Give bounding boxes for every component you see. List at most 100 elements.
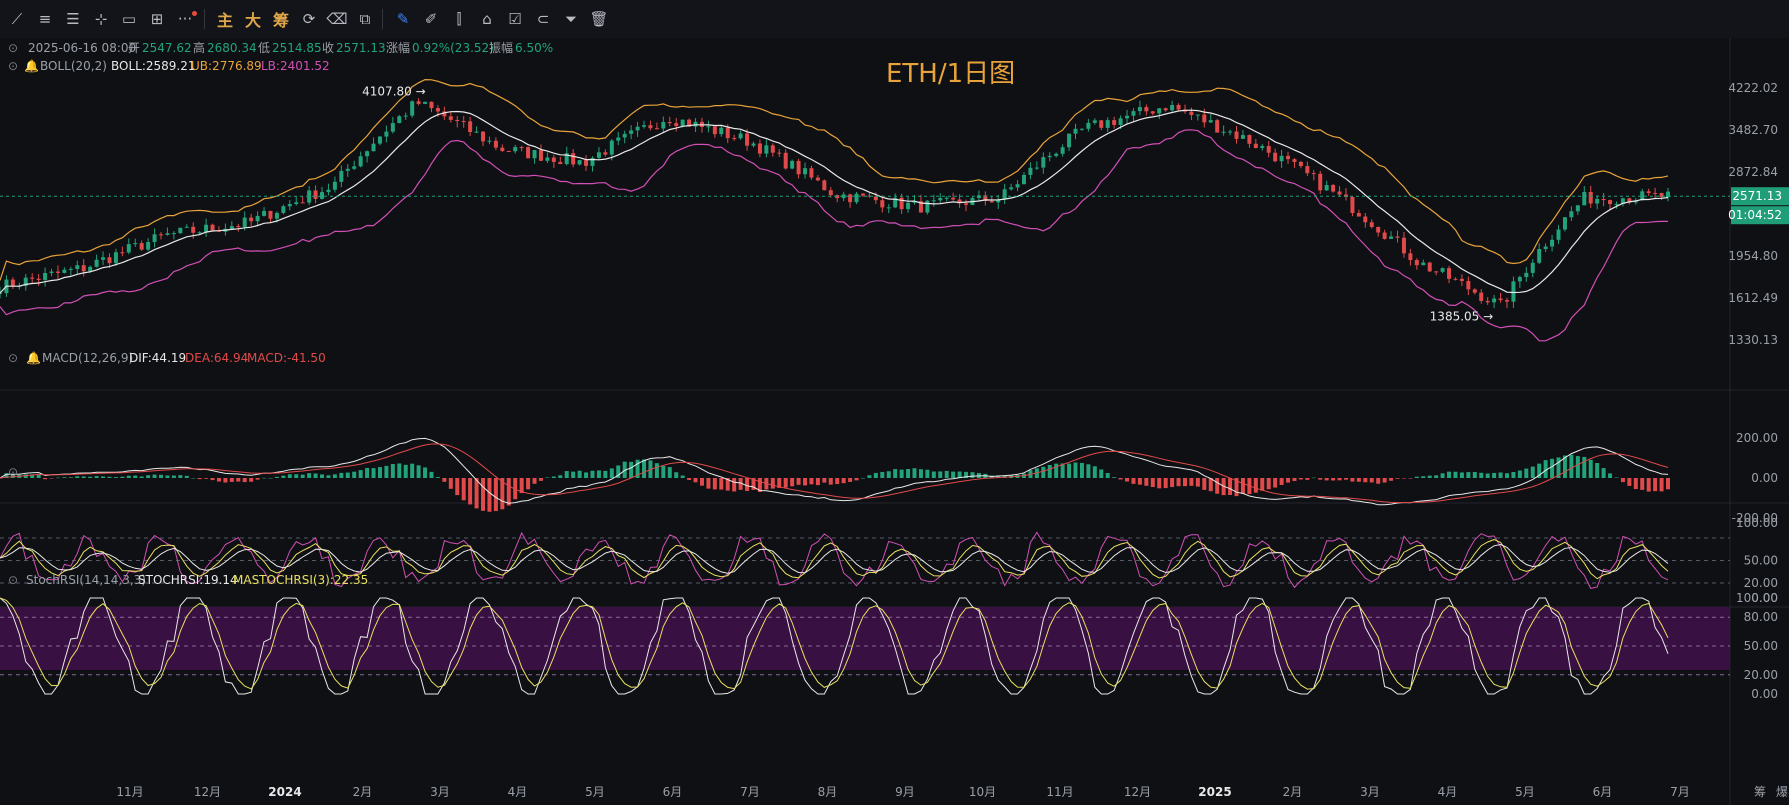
macd-bar: [616, 465, 621, 478]
macd-bar: [1305, 478, 1310, 480]
macd-bar: [1176, 478, 1181, 487]
macd-bar: [873, 472, 878, 478]
macd-bar: [1524, 468, 1529, 478]
candle: [36, 274, 41, 286]
candle: [178, 227, 183, 234]
candle: [1157, 108, 1162, 120]
candle: [1131, 108, 1136, 122]
macd-bar: [384, 465, 389, 478]
edit-box-icon[interactable]: ☑: [508, 10, 522, 28]
candle: [635, 121, 640, 137]
brush-icon[interactable]: ✐: [424, 10, 438, 28]
macd-bar: [410, 463, 415, 478]
candle: [403, 112, 408, 120]
text-tool-1[interactable]: 大: [244, 11, 261, 30]
srsi-collapse-icon: ⊙: [8, 573, 18, 587]
rsi-collapse-icon[interactable]: ⊙: [8, 465, 18, 479]
trash-icon[interactable]: 🗑: [589, 10, 609, 28]
candle: [667, 116, 672, 127]
macd-bar: [1498, 472, 1503, 478]
candle: [204, 218, 209, 237]
macd-bar: [49, 478, 54, 479]
x-tick: 12月: [194, 785, 221, 799]
parallel-lines-icon[interactable]: ≡: [38, 10, 52, 28]
sync-icon[interactable]: ⟳: [302, 10, 316, 28]
x-tick: 2月: [353, 785, 373, 799]
candle: [397, 114, 402, 124]
macd-bar: [951, 471, 956, 478]
candle: [822, 179, 827, 191]
macd-bar: [1041, 466, 1046, 478]
pencil-icon[interactable]: ✎: [396, 10, 410, 28]
candle: [1221, 125, 1226, 136]
toolbar: ⟋ ≡ ☰ ⊹ ▭ ⊞ ··· 主大筹 ⟳ ⌫ ⧉ ✎ ✐ ⫿ ⌂ ☑ ⊂ ⏷ 🗑: [0, 0, 1789, 39]
macd-bar: [255, 478, 260, 480]
lock-icon[interactable]: ⌂: [482, 10, 492, 28]
macd-bar: [262, 477, 267, 479]
macd-tick: 200.00: [1736, 431, 1778, 445]
macd-bar: [307, 473, 312, 478]
bottom-tool-0[interactable]: 筹: [1754, 785, 1766, 799]
rsi-tick: 20.00: [1744, 576, 1778, 590]
macd-bar: [1550, 458, 1555, 478]
change-label: 涨幅: [386, 40, 410, 55]
more-icon[interactable]: ···: [177, 10, 193, 28]
last-price-value: 2571.13: [1732, 189, 1782, 203]
macd-bar: [1150, 478, 1155, 488]
cross-line-icon[interactable]: ⊹: [94, 10, 108, 28]
macd-bar: [191, 477, 196, 479]
macd-bar: [1311, 477, 1316, 479]
eraser-icon[interactable]: ⌫: [326, 10, 348, 28]
candle: [320, 186, 325, 200]
ruler-icon[interactable]: ⊞: [150, 10, 164, 28]
macd-bar: [345, 472, 350, 478]
candle: [236, 223, 241, 232]
candle: [1228, 129, 1233, 136]
horizontal-lines-icon[interactable]: ☰: [66, 10, 80, 28]
macd-bar: [126, 475, 131, 478]
macd-bar: [770, 478, 775, 489]
macd-bar: [1292, 478, 1297, 482]
magnet-icon[interactable]: ⊂: [536, 10, 550, 28]
macd-bar: [577, 470, 582, 478]
candle: [738, 130, 743, 140]
stochrsi-d: MASTOCHRSI(3):22.35: [233, 573, 368, 587]
macd-bar: [1537, 463, 1542, 478]
macd-bar: [513, 478, 518, 500]
text-tool-0[interactable]: 主: [216, 11, 233, 30]
text-tool-2[interactable]: 筹: [272, 11, 289, 30]
stochrsi-info: ⊙ StochRSI(14,14,3,3) STOCHRSI:19.14 MAS…: [8, 573, 368, 587]
candle: [1028, 162, 1033, 180]
bottom-tool-1[interactable]: 爆: [1776, 785, 1788, 799]
macd-bar: [699, 478, 704, 486]
macd-bar: [654, 463, 659, 478]
macd-bar: [957, 471, 962, 478]
macd-bar: [500, 478, 505, 510]
boll-upper-line: [0, 78, 1669, 281]
macd-bar: [1427, 475, 1432, 478]
macd-bar: [1182, 478, 1187, 487]
macd-bar: [1195, 478, 1200, 487]
macd-bar: [674, 472, 679, 478]
macd-bar: [1260, 478, 1265, 491]
candle: [622, 130, 627, 144]
macd-bar: [745, 478, 750, 491]
macd-bar: [332, 474, 337, 478]
chart-area: 4107.80 → 1385.05 → 4222.02 3482.70 2872.84…: [0, 38, 1789, 805]
macd-bar: [146, 475, 151, 478]
macd-bar: [1608, 473, 1613, 478]
macd-bar: [1472, 471, 1477, 478]
macd-bar: [1562, 455, 1567, 478]
copy-icon[interactable]: ⧉: [359, 10, 371, 28]
candle: [1298, 160, 1303, 169]
candle: [526, 146, 531, 159]
macd-bar: [377, 467, 382, 478]
trendline-icon[interactable]: ⟋: [11, 10, 23, 28]
candle: [1144, 104, 1149, 116]
candle: [1266, 141, 1271, 158]
rectangle-icon[interactable]: ▭: [121, 10, 137, 28]
candle: [1666, 187, 1670, 202]
candles-icon[interactable]: ⫿: [456, 10, 462, 28]
candle: [1517, 275, 1522, 288]
filter-icon[interactable]: ⏷: [564, 10, 577, 28]
